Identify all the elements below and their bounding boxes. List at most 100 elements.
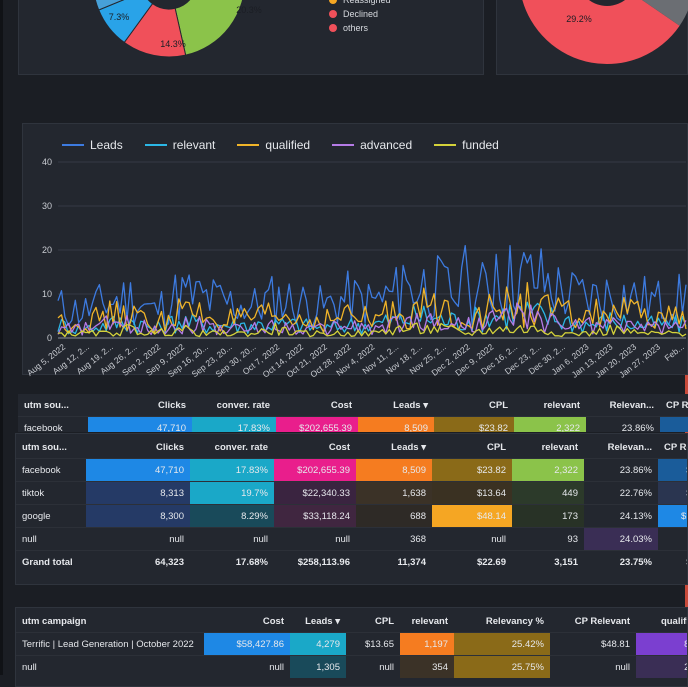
column-header[interactable]: conver. rate [216, 399, 270, 411]
table-total-cell: $81.9 [658, 550, 687, 573]
column-header[interactable]: CPL [487, 441, 506, 453]
campaign-table-panel: utm campaign Cost Leads ▾ CPL relevant Releva… [15, 607, 688, 687]
column-header[interactable]: CPL [375, 615, 394, 627]
table-total-cell: $22.69 [432, 550, 512, 573]
table-cell: tiktok [16, 481, 86, 505]
pie-legend-item[interactable]: Reassigned [329, 0, 391, 7]
status-pie-panel: 20.3% 14.3% 7.3% Reassigned Declined others [18, 0, 484, 75]
table-total-cell: 23.75% [584, 550, 658, 573]
column-header[interactable]: Clicks [156, 441, 184, 453]
column-header[interactable]: CP Relev... [666, 399, 688, 411]
line-legend-item[interactable]: funded [434, 138, 499, 152]
second-pie-panel: 29.2% [496, 0, 688, 75]
table-cell: 8,313 [86, 481, 190, 505]
y-tick-label: 10 [42, 289, 52, 299]
table-row[interactable]: facebook 47,710 17.83% $202,655.39 8,509 $23.… [18, 416, 688, 432]
table-cell: 47,710 [88, 416, 192, 432]
pie-slice-label: 7.3% [109, 12, 130, 22]
legend-label: Declined [343, 9, 379, 19]
column-header[interactable]: utm campaign [22, 615, 87, 627]
column-header[interactable]: relevant [411, 615, 448, 627]
column-header[interactable]: conver. rate [214, 441, 268, 453]
table-cell: 2,322 [512, 458, 584, 482]
table-cell: $13.65 [346, 632, 400, 656]
pie-legend-item[interactable]: Declined [329, 7, 391, 21]
column-header[interactable]: Relevan... [607, 441, 652, 453]
line-legend-item[interactable]: qualified [237, 138, 310, 152]
column-header[interactable]: Cost [330, 399, 352, 411]
y-tick-label: 30 [42, 201, 52, 211]
status-pie-chart: 20.3% 14.3% 7.3% [93, 0, 262, 58]
column-header[interactable]: CPL [489, 399, 508, 411]
table-total-cell: 17.68% [190, 550, 274, 573]
table-cell: null [86, 527, 190, 551]
column-header[interactable]: Clicks [158, 399, 186, 411]
line-legend-item[interactable]: relevant [144, 138, 215, 152]
column-header[interactable]: Leads ▾ [305, 615, 340, 627]
column-header[interactable]: Leads ▾ [393, 399, 428, 411]
series-line-Leads[interactable] [57, 244, 687, 327]
series-line-qualified[interactable] [57, 282, 687, 334]
table-cell: null [346, 655, 400, 678]
legend-dot-icon [329, 0, 337, 4]
table-cell: null [190, 527, 274, 551]
campaign-table: utm campaign Cost Leads ▾ CPL relevant Releva… [16, 610, 687, 678]
table-cell: $87.2 [660, 416, 688, 432]
table-row[interactable]: facebook 47,710 17.83% $202,655.39 8,509 $23.… [16, 458, 687, 482]
table-cell: Terrific | Lead Generation | October 202… [16, 632, 204, 656]
table-row[interactable]: Terrific | Lead Generation | October 202… [16, 632, 687, 656]
table-cell: 25.42% [454, 632, 550, 656]
table-cell: $49.7 [658, 481, 687, 505]
table-total-cell: 3,151 [512, 550, 584, 573]
column-header[interactable]: Cost [328, 441, 350, 453]
column-header[interactable]: utm sou... [22, 441, 67, 453]
table-cell: facebook [18, 416, 88, 432]
table-header-row: utm campaign Cost Leads ▾ CPL relevant Releva… [16, 610, 687, 633]
pie-slice-red[interactable] [522, 0, 680, 65]
legend-line-icon [144, 144, 167, 146]
second-pie-chart: 29.2% [522, 0, 688, 65]
line-legend-item[interactable]: Leads [62, 138, 123, 152]
table-cell: 25.75% [454, 655, 550, 678]
column-header[interactable]: Cost [262, 615, 284, 627]
column-header[interactable]: CP Relevant [574, 615, 630, 627]
column-header[interactable]: Relevan... [609, 399, 654, 411]
y-tick-label: 40 [42, 157, 52, 167]
column-header[interactable]: CP Relev... [664, 441, 687, 453]
pie-slice-label: 20.3% [236, 5, 262, 15]
status-pie-legend: Reassigned Declined others [329, 0, 391, 35]
table-row[interactable]: google 8,300 8.29% $33,118.24 688 $48.14 173 24… [16, 504, 687, 528]
table-cell: 851 [636, 632, 687, 656]
column-header[interactable]: utm sou... [24, 399, 69, 411]
legend-line-icon [332, 144, 355, 146]
column-header[interactable]: Relevancy % [485, 615, 544, 627]
table-cell: $22,340.33 [274, 481, 356, 505]
series-line-funded[interactable] [57, 322, 687, 338]
pie-slice-blue-2[interactable] [93, 0, 143, 11]
pie-legend-item[interactable]: others [329, 21, 391, 35]
pie-slice-green[interactable] [174, 0, 245, 56]
table-cell: 269 [636, 655, 687, 678]
column-header[interactable]: relevant [543, 399, 580, 411]
table-cell: null [16, 655, 204, 678]
table-cell: null [204, 655, 290, 678]
source-table-ghost: utm sou... Clicks conver. rate Cost Leads ▾ C… [18, 394, 688, 432]
table-total-cell: 11,374 [356, 550, 432, 573]
column-header[interactable]: relevant [541, 441, 578, 453]
legend-line-icon [62, 144, 84, 146]
column-header[interactable]: qualified [660, 615, 687, 627]
table-total-cell: Grand total [16, 550, 86, 573]
table-cell: $33,118.24 [274, 504, 356, 528]
table-cell: 8,509 [358, 416, 434, 432]
table-header-row: utm sou... Clicks conver. rate Cost Leads ▾ C… [16, 436, 687, 459]
line-legend-item[interactable]: advanced [332, 138, 412, 152]
table-cell: $202,655.39 [276, 416, 358, 432]
pie-slice-gray[interactable] [632, 0, 688, 26]
grand-total-row: Grand total 64,323 17.68% $258,113.96 11,374… [16, 550, 687, 573]
column-header[interactable]: Leads ▾ [391, 441, 426, 453]
table-cell: nu [658, 527, 687, 551]
table-row[interactable]: tiktok 8,313 19.7% $22,340.33 1,638 $13.64 449… [16, 481, 687, 505]
